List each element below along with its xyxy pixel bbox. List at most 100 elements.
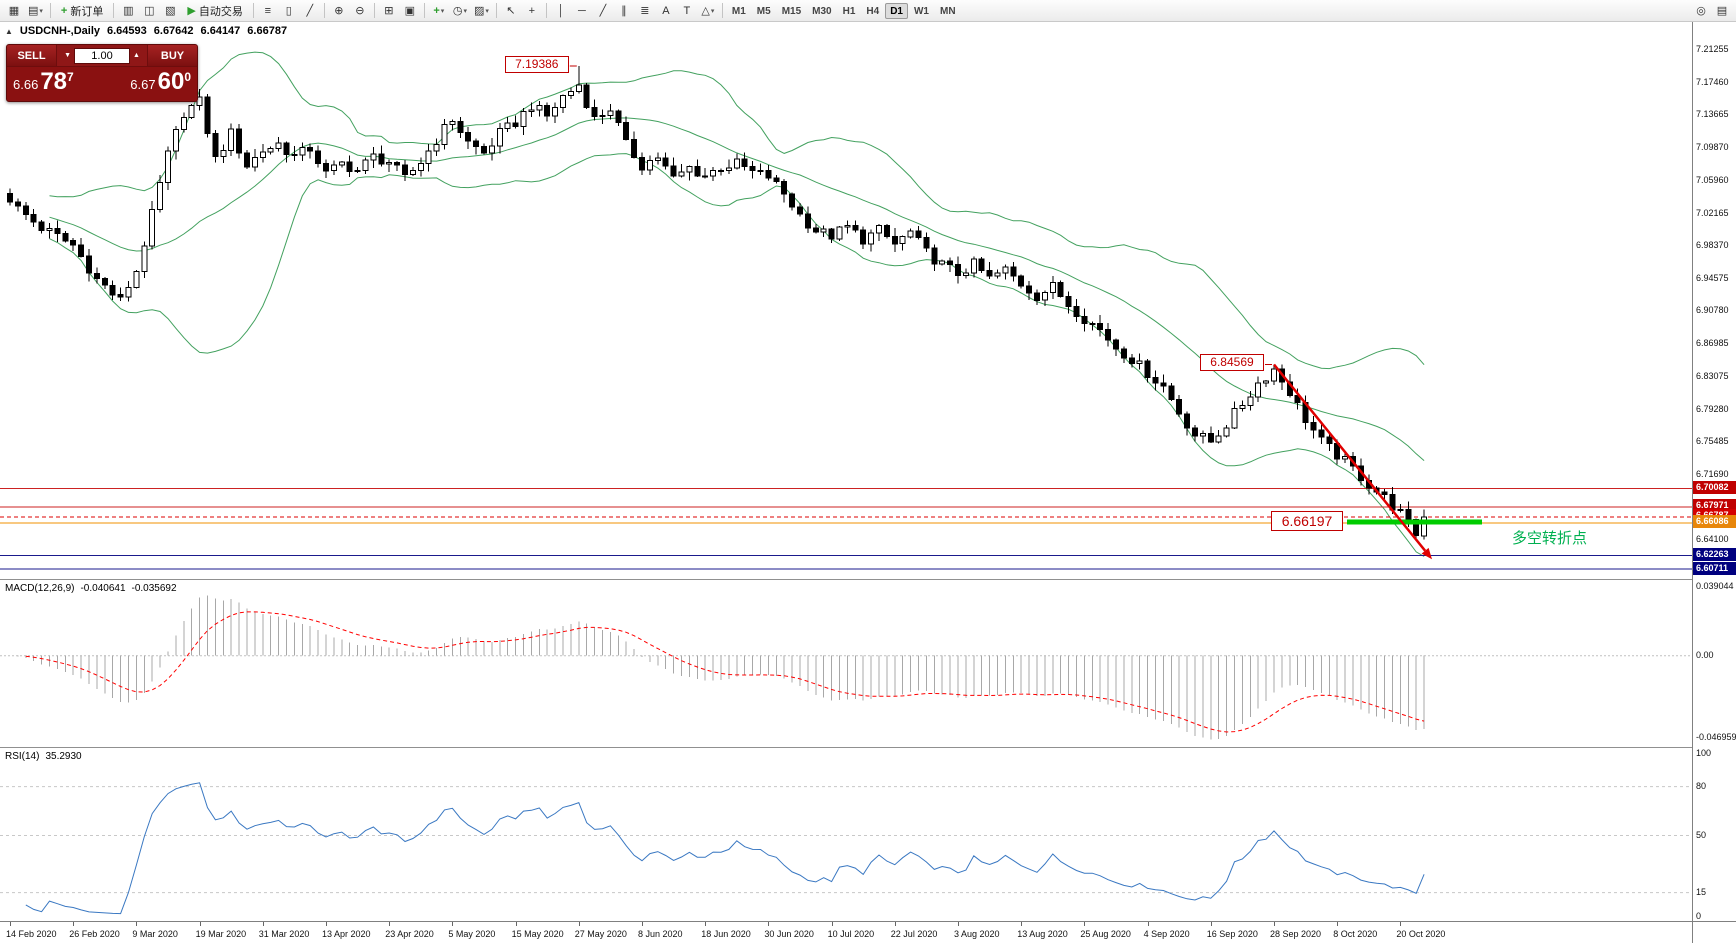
volume-control: ▼ 1.00 ▲ — [57, 45, 147, 66]
rsi-panel[interactable]: RSI(14) 35.2930 — [0, 747, 1692, 921]
timeframe-m1[interactable]: M1 — [731, 5, 746, 17]
horizontal-line-icon[interactable]: ─ — [572, 2, 592, 20]
quick-search-icon[interactable]: ◎ — [1696, 5, 1706, 17]
data-window-icon[interactable]: ◫ — [139, 2, 159, 20]
turning-point-text[interactable]: 多空转折点 — [1512, 529, 1588, 547]
sell-price-pip: 7 — [67, 70, 74, 84]
fibonacci-icon-glyph: ≣ — [640, 5, 650, 17]
price-axis-tick: 7.13665 — [1696, 109, 1729, 120]
chart-header: ▲ USDCNH-,Daily 6.64593 6.67642 6.64147 … — [5, 25, 287, 37]
time-axis-label: 25 Aug 2020 — [1080, 929, 1131, 939]
crosshair-icon[interactable]: + — [522, 2, 542, 20]
timeframe-d1[interactable]: D1 — [885, 2, 908, 19]
main-chart-panel[interactable]: ▲ USDCNH-,Daily 6.64593 6.67642 6.64147 … — [0, 22, 1692, 579]
support-price-annotation[interactable]: 6.66197 — [1271, 511, 1343, 531]
time-axis-tick — [578, 922, 580, 926]
vertical-line-icon[interactable]: │ — [551, 2, 571, 20]
autotrading-button[interactable]: ▶ 自动交易 — [181, 2, 248, 20]
timeframe-h1[interactable]: H1 — [842, 5, 856, 17]
time-axis-tick — [1210, 922, 1212, 926]
collapse-panel-icon[interactable]: ▲ — [5, 26, 13, 36]
new-order-button-glyph: + — [60, 4, 68, 17]
autotrading-button-label: 自动交易 — [198, 5, 243, 18]
trend-arrow[interactable] — [1273, 363, 1432, 560]
timeframe-m30[interactable]: M30 — [812, 5, 832, 17]
tile-windows-icon[interactable]: ▣ — [400, 2, 420, 20]
macd-axis-label: -0.046959 — [1696, 732, 1736, 743]
price-axis-tick: 6.83075 — [1696, 371, 1729, 382]
price-axis[interactable]: 7.21255 7.17460 7.13665 7.09870 7.05960 7.021… — [1692, 22, 1736, 921]
zoom-out-icon[interactable]: ⊖ — [350, 2, 370, 20]
rsi-axis-label: 50 — [1696, 829, 1707, 840]
new-order-button[interactable]: + 新订单 — [55, 2, 109, 20]
buy-price-prefix: 6.67 — [130, 77, 156, 92]
new-chart-icon[interactable]: ▦ — [4, 2, 24, 20]
dropdown-arrow-icon: ▾ — [485, 7, 489, 15]
fibonacci-icon[interactable]: ≣ — [635, 2, 655, 20]
volume-up-icon[interactable]: ▲ — [133, 51, 140, 59]
buy-button[interactable]: BUY — [147, 45, 197, 66]
macd-label: MACD(12,26,9) -0.040641 -0.035692 — [5, 583, 177, 594]
swing-high-annotation[interactable]: 6.84569 — [1200, 354, 1264, 372]
community-icon[interactable]: ▤ — [1716, 5, 1728, 17]
timeframe-mn[interactable]: MN — [939, 5, 956, 17]
market-watch-icon[interactable]: ▥ — [118, 2, 138, 20]
templates-icon[interactable]: ▨ ▾ — [471, 2, 492, 20]
timeframe-m15[interactable]: M15 — [781, 5, 802, 17]
shapes-icon[interactable]: △ ▾ — [698, 2, 718, 20]
templates-icon-glyph: ▨ — [473, 5, 485, 17]
trendline-icon[interactable]: ╱ — [593, 2, 613, 20]
time-axis-label: 10 Jul 2020 — [827, 929, 875, 939]
cursor-icon[interactable]: ↖ — [501, 2, 521, 20]
macd-signal-value: -0.035692 — [131, 583, 177, 594]
sell-price[interactable]: 6.66 78 7 — [13, 69, 74, 95]
price-badge: 6.67971 — [1693, 499, 1736, 513]
timeframe-m5[interactable]: M5 — [756, 5, 771, 17]
macd-panel[interactable]: MACD(12,26,9) -0.040641 -0.035692 — [0, 579, 1692, 747]
bar-chart-icon[interactable]: ≡ — [258, 2, 278, 20]
rsi-value: 35.2930 — [45, 751, 82, 762]
horizontal-level-lines[interactable] — [0, 488, 1692, 570]
text-icon-glyph: A — [662, 4, 670, 17]
rsi-axis-label: 15 — [1696, 886, 1707, 897]
price-chart-canvas[interactable] — [0, 23, 1692, 579]
buy-price[interactable]: 6.67 60 0 — [130, 69, 191, 95]
macd-signal-line — [25, 611, 1425, 733]
sell-button[interactable]: SELL — [7, 45, 57, 66]
zoom-in-icon[interactable]: ⊕ — [329, 2, 349, 20]
text-icon[interactable]: A — [656, 2, 676, 20]
bollinger-bands — [49, 51, 1425, 557]
price-badge: 6.70082 — [1693, 481, 1736, 495]
rsi-line — [25, 782, 1425, 915]
label-icon[interactable]: T — [677, 2, 697, 20]
horizontal-line-icon-glyph: ─ — [577, 4, 586, 17]
time-axis-label: 9 Mar 2020 — [132, 929, 178, 939]
price-axis-tick: 7.21255 — [1696, 43, 1729, 54]
time-axis-label: 8 Oct 2020 — [1333, 929, 1378, 939]
high-price-annotation[interactable]: 7.19386 — [504, 55, 569, 73]
indicators-icon[interactable]: + ▾ — [429, 2, 449, 20]
chart-high-value: 6.67642 — [153, 25, 194, 37]
volume-down-icon[interactable]: ▼ — [64, 51, 71, 59]
toolbar-separator — [721, 3, 723, 18]
grid-icon[interactable]: ⊞ — [379, 2, 399, 20]
timeframe-h4[interactable]: H4 — [866, 5, 880, 17]
periods-icon[interactable]: ◷ ▾ — [450, 2, 470, 20]
indicators-icon-glyph: + — [433, 4, 440, 17]
timeframe-w1[interactable]: W1 — [913, 5, 929, 17]
time-axis-label: 4 Sep 2020 — [1143, 929, 1190, 939]
toolbar-separator — [423, 3, 425, 18]
line-chart-icon[interactable]: ╱ — [300, 2, 320, 20]
profiles-icon[interactable]: ▤ ▾ — [25, 2, 46, 20]
zoom-in-icon-glyph: ⊕ — [334, 5, 344, 17]
navigator-icon[interactable]: ▧ — [160, 2, 180, 20]
time-axis[interactable]: 14 Feb 2020 26 Feb 2020 9 Mar 2020 19 Mar 2… — [0, 921, 1692, 943]
annotation-connectors — [569, 65, 1272, 365]
candlestick-chart-icon[interactable]: ▯ — [279, 2, 299, 20]
toolbar-separator — [252, 3, 254, 18]
channel-icon[interactable]: ∥ — [614, 2, 634, 20]
time-axis-tick — [1337, 922, 1339, 926]
price-badge: 6.60711 — [1693, 561, 1736, 575]
volume-input[interactable]: 1.00 — [74, 47, 130, 64]
toolbar-separator — [323, 3, 325, 18]
